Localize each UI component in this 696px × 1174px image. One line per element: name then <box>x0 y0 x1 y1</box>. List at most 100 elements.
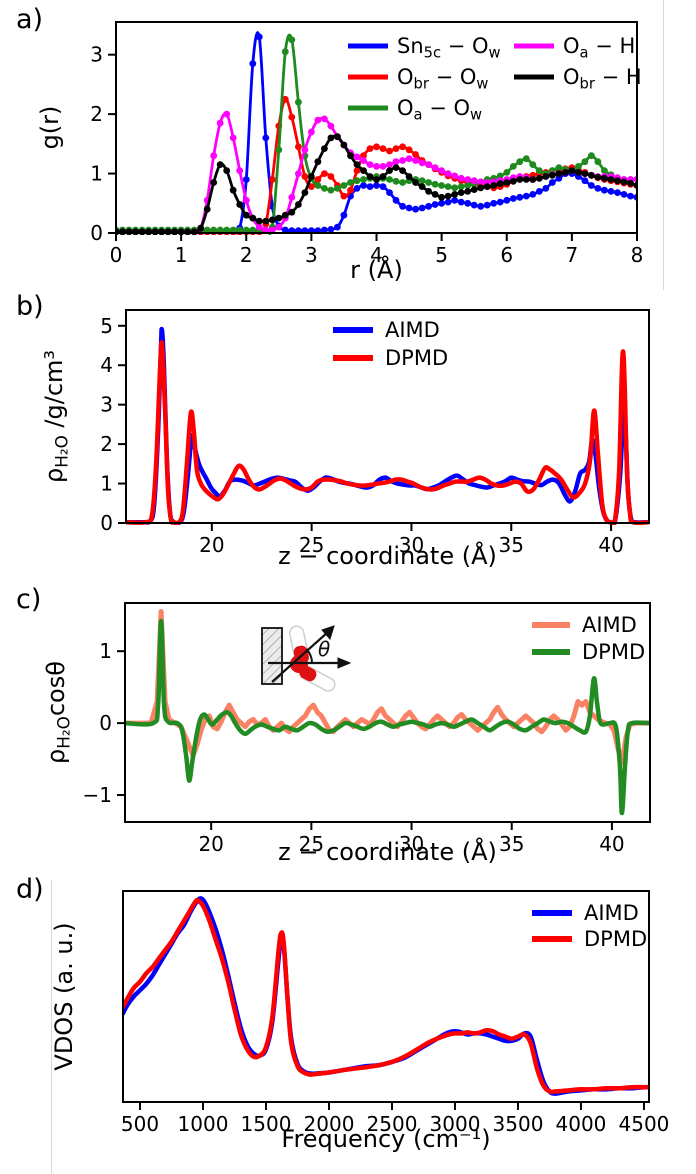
series-obr-ow-marker <box>347 186 354 194</box>
series-obr-h-marker <box>360 167 367 175</box>
series-oa-h-marker <box>308 128 315 136</box>
chart-panel-d: 500 1000 1500 2000 2500 3000 3500 4000 4500 Frequ… <box>50 890 669 1153</box>
series-obr-h-marker <box>548 171 556 179</box>
legend-label-aimd: AIMD <box>584 901 639 925</box>
series-oa-ow-marker <box>522 155 530 163</box>
series-sn5c-ow-marker <box>399 202 406 210</box>
series-obr-h-marker <box>229 186 237 194</box>
panel-label-d: d) <box>16 874 44 905</box>
legend-label-dpmd: DPMD <box>385 346 448 370</box>
x-tick-label: 500 <box>121 1112 159 1136</box>
series-obr-h-marker <box>119 228 126 235</box>
y-tick-label: 0 <box>100 511 113 535</box>
series-sn5c-ow-marker <box>366 183 374 191</box>
y-tick-label: 0 <box>99 711 112 735</box>
x-tick-label: 40 <box>599 832 624 856</box>
series-obr-h-marker <box>268 216 276 224</box>
x-tick-label: 35 <box>499 832 524 856</box>
series-obr-h-marker <box>295 201 302 208</box>
series-sn5c-ow-marker <box>262 134 270 142</box>
series-oa-ow-marker <box>496 172 504 180</box>
series-obr-h-marker <box>386 167 393 175</box>
series-sn5c-ow-marker <box>529 191 537 198</box>
series-oa-h-marker <box>366 161 374 169</box>
series-obr-h-marker <box>431 191 439 198</box>
series-oa-ow-marker <box>581 158 589 166</box>
series-obr-h-marker <box>125 228 133 235</box>
series-oa-h-marker <box>464 176 472 183</box>
series-obr-h-marker <box>327 134 335 142</box>
series-obr-h-marker <box>366 173 374 180</box>
series-obr-ow-marker <box>288 113 296 121</box>
x-tick-label: 40 <box>598 533 623 557</box>
x-tick-label: 2000 <box>304 1112 355 1136</box>
series-obr-h-marker <box>522 176 530 183</box>
series-oa-ow-marker <box>203 226 211 234</box>
series-obr-ow-marker <box>373 143 380 151</box>
series-dpmd-line <box>126 340 649 525</box>
series-sn5c-ow-line <box>116 31 637 235</box>
series-obr-h-marker <box>542 173 550 180</box>
series-obr-h-marker <box>190 228 198 235</box>
x-tick-label: 3000 <box>430 1112 481 1136</box>
series-obr-h-marker <box>171 228 178 235</box>
series-oa-ow-marker <box>555 164 563 172</box>
series-sn5c-ow-marker <box>353 185 361 192</box>
series-obr-h-marker <box>594 173 602 181</box>
y-tick-label: 2 <box>100 432 113 456</box>
legend-label-aimd: AIMD <box>582 613 637 637</box>
series-obr-h-marker <box>223 167 231 175</box>
series-sn5c-ow-marker <box>464 199 472 207</box>
plot-frame <box>115 21 638 234</box>
series-oa-ow-marker <box>353 177 361 185</box>
series-obr-h-marker <box>353 161 361 169</box>
series-group <box>116 31 637 235</box>
series-oa-ow-marker <box>425 179 432 186</box>
series-obr-h-marker <box>555 170 563 178</box>
series-oa-ow-marker <box>444 183 452 191</box>
series-oa-h-marker <box>431 164 439 172</box>
x-axis-label: Frequency (cm⁻¹) <box>281 1125 490 1153</box>
series-oa-h-marker <box>314 116 322 124</box>
series-obr-h-marker <box>158 228 165 235</box>
series-oa-ow-marker <box>236 226 244 234</box>
series-oa-h-marker <box>262 226 270 234</box>
series-oa-h-marker <box>392 158 400 166</box>
series-oa-h-marker <box>242 196 250 204</box>
x-tick-label: 4000 <box>556 1112 607 1136</box>
page-edge-line <box>51 880 52 1174</box>
series-sn5c-ow-marker <box>516 193 524 201</box>
y-tick-label: 0 <box>90 221 103 245</box>
series-obr-h-marker <box>242 211 250 219</box>
series-obr-h-marker <box>262 217 270 225</box>
series-obr-h-marker <box>373 176 380 183</box>
series-sn5c-ow-marker <box>607 188 615 195</box>
series-obr-ow-marker <box>268 176 276 183</box>
series-oa-h-marker <box>412 157 419 164</box>
series-sn5c-ow-marker <box>627 192 634 200</box>
series-sn5c-ow-marker <box>483 201 491 209</box>
page-edge-line <box>663 0 664 290</box>
series-oa-h-marker <box>295 170 302 178</box>
water-molecule-icon <box>288 625 336 692</box>
series-oa-h-marker <box>373 163 380 170</box>
series-oa-h-marker <box>268 226 276 234</box>
chart-panel-c: θ 20 25 30 35 40 −1 0 1 z − coordinate (Å) ρH₂Oco… <box>42 602 651 866</box>
series-sn5c-ow-marker <box>594 185 602 192</box>
series-obr-ow-marker <box>379 145 387 153</box>
series-oa-ow-marker <box>386 176 393 183</box>
series-obr-h-marker <box>314 158 322 166</box>
series-oa-ow-marker <box>601 167 608 175</box>
series-obr-h-marker <box>288 208 296 216</box>
series-obr-h-marker <box>451 191 459 198</box>
series-obr-h-marker <box>412 179 419 186</box>
series-obr-h-marker <box>308 173 315 180</box>
legend-label-obr-ow: Obr − Ow <box>397 65 488 93</box>
series-oa-ow-marker <box>535 167 543 175</box>
series-oa-ow-marker <box>438 182 445 189</box>
series-oa-ow-marker <box>216 226 224 234</box>
series-oa-ow-marker <box>327 186 335 194</box>
series-dpmd-line <box>123 897 649 1095</box>
series-oa-ow-marker <box>334 185 341 192</box>
